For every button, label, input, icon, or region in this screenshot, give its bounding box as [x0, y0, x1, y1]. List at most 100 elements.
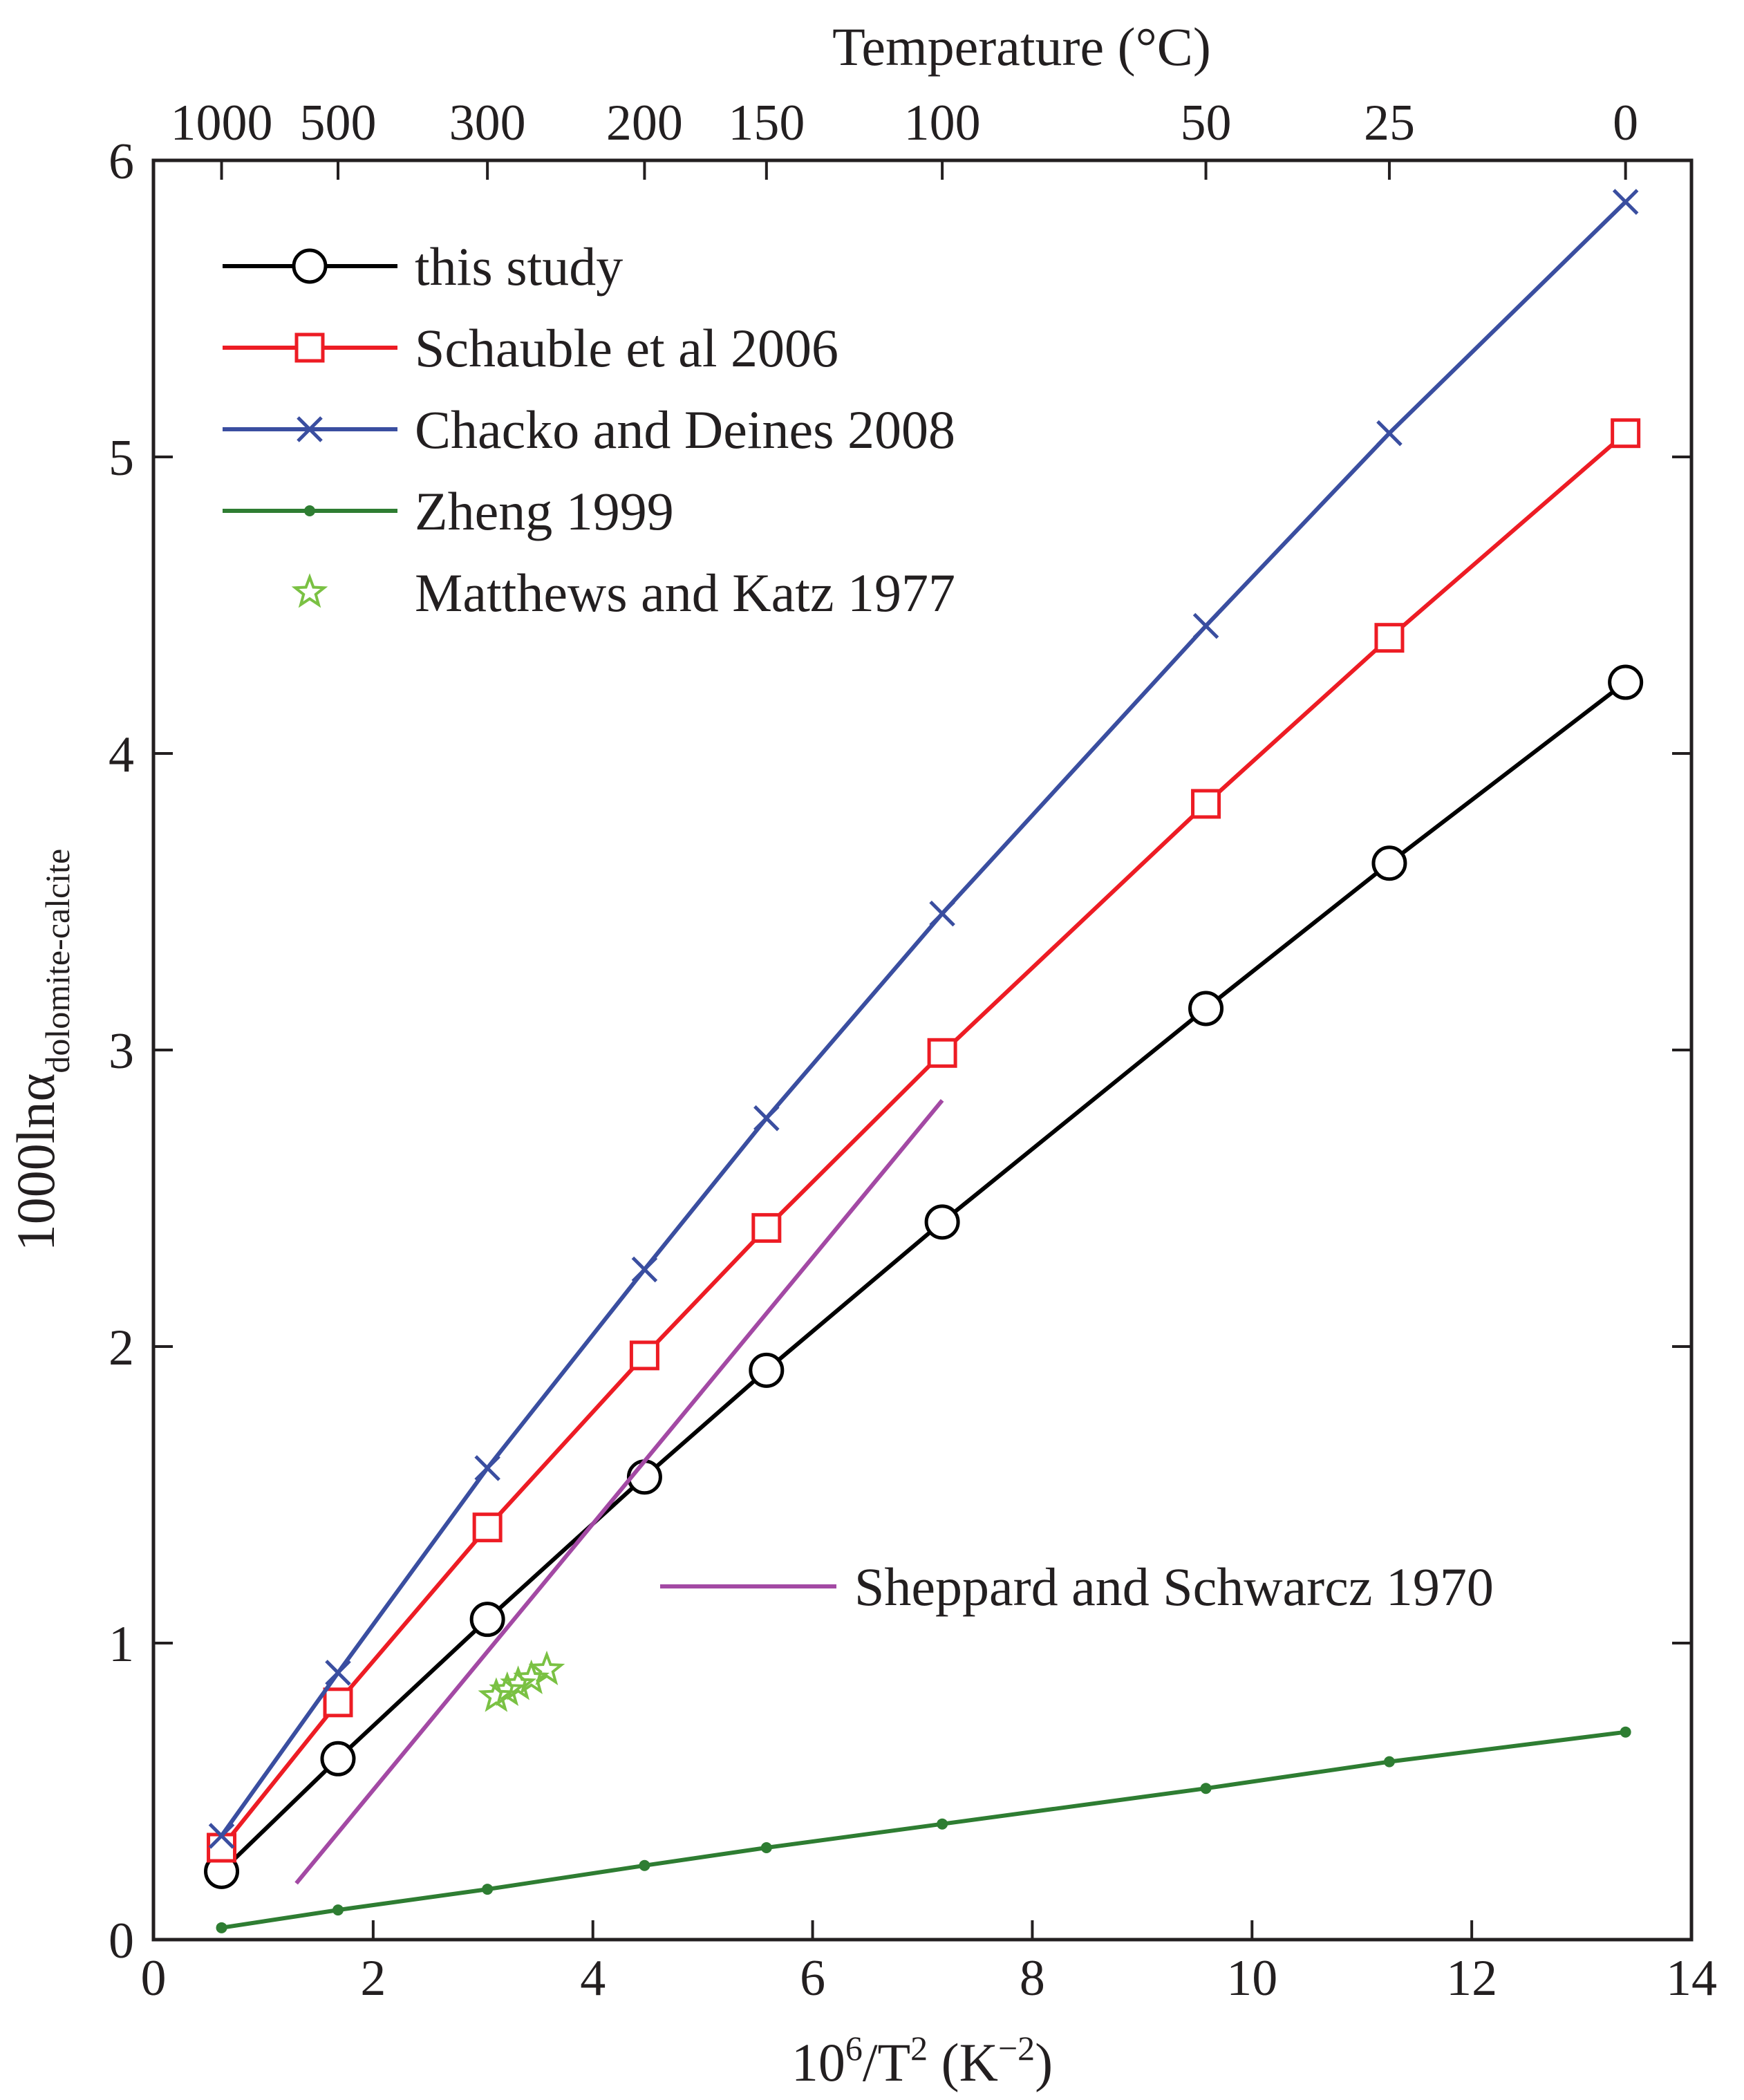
- y-tick-label: 1: [109, 1616, 134, 1673]
- legend-entry-matthews-and-katz-1977: Matthews and Katz 1977: [291, 563, 955, 623]
- data-point: [1188, 991, 1224, 1026]
- top-tick-label: 200: [606, 95, 683, 151]
- x-tick-label: 10: [1226, 1950, 1277, 2007]
- top-tick-label: 100: [904, 95, 981, 151]
- legend: this study Schauble et al 2006 Chacko and …: [223, 236, 1494, 1617]
- x-axis-label-sup1: 6: [845, 2029, 863, 2068]
- legend-label: this study: [415, 236, 623, 297]
- x-axis-label-unit-close: ): [1035, 2032, 1053, 2092]
- data-point: [1371, 845, 1407, 881]
- series-chacko-and-deines-2008: [208, 189, 1639, 1849]
- x-axis-label-mid: /T: [863, 2032, 910, 2092]
- series-this-study: [204, 664, 1644, 1889]
- data-point: [924, 1204, 960, 1240]
- y-tick-label: 5: [109, 430, 134, 487]
- x-tick-label: 4: [580, 1950, 606, 2007]
- data-point: [1612, 189, 1639, 215]
- legend-label: Sheppard and Schwarcz 1970: [854, 1557, 1494, 1617]
- y-axis-label: 1000lnαdolomite-calcite: [6, 849, 77, 1251]
- data-point: [332, 1904, 344, 1916]
- data-point: [631, 1256, 658, 1283]
- series-line: [220, 431, 1627, 1849]
- x-axis-label-sup3: −2: [998, 2029, 1035, 2068]
- series-matthews-and-katz-1977: [478, 1650, 565, 1712]
- legend-marker: [297, 416, 323, 442]
- data-point: [482, 1884, 494, 1895]
- x-tick-label: 6: [800, 1950, 825, 2007]
- data-point: [1200, 1783, 1212, 1794]
- legend-marker: [304, 505, 315, 516]
- legend-marker: [291, 573, 328, 608]
- top-tick-label: 300: [449, 95, 526, 151]
- data-point: [474, 1455, 500, 1481]
- top-axis-label: Temperature (°C): [832, 17, 1211, 77]
- data-point: [320, 1741, 356, 1776]
- x-axis-label: 106/T2 (K−2): [791, 2029, 1053, 2092]
- data-point: [1608, 664, 1644, 700]
- data-point: [629, 1340, 659, 1371]
- data-point: [1374, 623, 1405, 653]
- legend-entry-zheng-1999: Zheng 1999: [223, 481, 674, 541]
- y-tick-label: 3: [109, 1023, 134, 1080]
- x-axis-label-base: 10: [791, 2032, 845, 2092]
- data-point: [1376, 420, 1403, 447]
- data-point: [469, 1602, 505, 1638]
- data-point: [753, 1105, 780, 1132]
- data-point: [500, 1665, 537, 1700]
- legend-label: Chacko and Deines 2008: [415, 400, 955, 460]
- data-point: [528, 1650, 565, 1686]
- x-tick-label: 2: [360, 1950, 386, 2007]
- data-point: [472, 1512, 503, 1543]
- legend-label: Matthews and Katz 1977: [415, 563, 955, 623]
- y-axis-label-main: 1000lnα: [6, 1074, 66, 1252]
- legend-label: Schauble et al 2006: [415, 318, 838, 378]
- series-group: [204, 189, 1644, 1933]
- x-tick-label: 12: [1446, 1950, 1497, 2007]
- x-tick-label: 8: [1020, 1950, 1045, 2007]
- legend-entry-chacko-and-deines-2008: Chacko and Deines 2008: [223, 400, 955, 460]
- data-point: [1383, 1756, 1395, 1768]
- data-point: [937, 1818, 948, 1830]
- x-tick-label: 14: [1666, 1950, 1717, 2007]
- top-tick-label: 25: [1364, 95, 1415, 151]
- data-point: [489, 1671, 526, 1707]
- top-tick-label: 50: [1181, 95, 1232, 151]
- data-point: [208, 1823, 235, 1849]
- data-point: [760, 1842, 772, 1854]
- legend-marker: [294, 332, 325, 363]
- series-sheppard-and-schwarcz-1970: [294, 1098, 944, 1885]
- data-point: [927, 1038, 957, 1068]
- y-tick-label: 4: [109, 726, 134, 783]
- y-tick-label: 6: [109, 133, 134, 190]
- data-point: [929, 900, 955, 927]
- legend-entry-sheppard-and-schwarcz-1970: Sheppard and Schwarcz 1970: [660, 1557, 1494, 1617]
- data-point: [478, 1677, 515, 1712]
- data-point: [207, 1832, 237, 1863]
- data-point: [513, 1659, 550, 1694]
- x-tick-label: 0: [141, 1950, 167, 2007]
- data-point: [1620, 1726, 1631, 1738]
- y-tick-label: 2: [109, 1320, 134, 1376]
- top-tick-label: 0: [1613, 95, 1638, 151]
- top-tick-label: 500: [300, 95, 377, 151]
- data-point: [323, 1687, 353, 1718]
- top-tick-label: 1000: [171, 95, 273, 151]
- series-line: [220, 680, 1627, 1873]
- series-line: [294, 1098, 944, 1885]
- data-point: [325, 1660, 351, 1686]
- legend-marker: [292, 248, 328, 284]
- data-point: [1192, 612, 1219, 639]
- data-point: [749, 1352, 785, 1388]
- data-point: [639, 1859, 650, 1871]
- series-line: [221, 1729, 1626, 1930]
- x-axis-label-unit-open: (K: [928, 2032, 998, 2092]
- x-axis-label-sup2: 2: [910, 2029, 928, 2068]
- series-zheng-1999: [216, 1726, 1631, 1933]
- legend-entry-this-study: this study: [223, 236, 623, 297]
- y-tick-label: 0: [109, 1913, 134, 1969]
- series-schauble-et-al-2006: [207, 418, 1641, 1863]
- top-tick-label: 150: [728, 95, 805, 151]
- data-point: [751, 1212, 782, 1243]
